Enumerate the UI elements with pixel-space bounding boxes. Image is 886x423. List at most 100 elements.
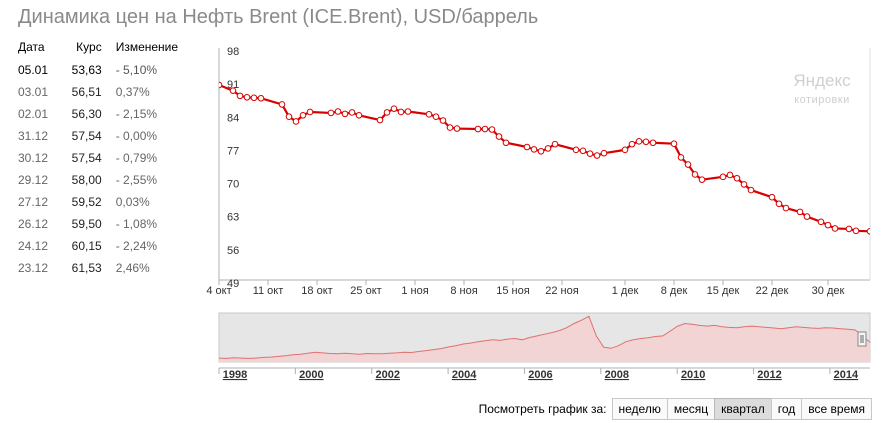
- data-point: [768, 193, 776, 201]
- row-date: 05.01: [18, 63, 49, 77]
- row-date: 02.01: [18, 107, 49, 121]
- data-point: [404, 108, 412, 115]
- x-tick-label: 15 дек: [707, 285, 740, 297]
- data-point: [236, 92, 244, 100]
- data-point: [600, 149, 608, 157]
- navigator-year-label: 2014: [834, 369, 859, 381]
- table-row: 03.01 56,51 0,37%: [18, 81, 198, 103]
- data-point: [432, 113, 440, 121]
- y-tick-label: 77: [227, 145, 239, 157]
- row-rate: 58,00: [71, 173, 102, 187]
- data-point: [439, 117, 447, 124]
- row-change: - 2,55%: [115, 173, 158, 187]
- row-change: 2,46%: [115, 261, 150, 275]
- data-point: [376, 116, 384, 124]
- data-point: [219, 81, 223, 89]
- header-rate: Курс: [76, 40, 102, 54]
- row-change: - 0,00%: [115, 129, 158, 143]
- row-rate: 53,63: [71, 63, 102, 77]
- row-date: 27.12: [18, 195, 49, 209]
- data-point: [628, 140, 636, 148]
- data-point: [796, 208, 804, 216]
- row-rate: 56,30: [71, 107, 102, 121]
- x-tick-label: 1 дек: [612, 285, 639, 297]
- period-button-0[interactable]: неделю: [611, 398, 668, 420]
- data-point: [278, 101, 286, 108]
- x-tick-label: 8 дек: [661, 285, 688, 297]
- row-change: 0,03%: [115, 195, 150, 209]
- data-point: [586, 150, 594, 157]
- x-tick-label: 30 дек: [812, 285, 845, 297]
- row-change: - 1,08%: [115, 217, 158, 231]
- data-point: [481, 125, 489, 133]
- data-point: [250, 94, 258, 102]
- data-point: [733, 174, 741, 182]
- row-change: - 2,15%: [115, 107, 158, 121]
- navigator-area: [219, 316, 870, 362]
- table-row: 26.12 59,50 - 1,08%: [18, 213, 198, 235]
- data-point: [691, 171, 699, 178]
- table-row: 23.12 61,53 2,46%: [18, 257, 198, 279]
- y-tick-label: 56: [227, 245, 239, 257]
- data-point: [257, 94, 265, 102]
- row-date: 30.12: [18, 151, 49, 165]
- y-tick-label: 98: [227, 46, 239, 58]
- row-rate: 59,52: [71, 195, 102, 209]
- data-point: [327, 109, 335, 117]
- data-point: [852, 227, 860, 235]
- data-point: [831, 225, 839, 232]
- navigator-chart[interactable]: 1998 2000 2002 2004 2006 2008 2010 2012 2014: [0, 0, 886, 395]
- y-tick-label: 49: [227, 278, 239, 290]
- data-point: [355, 111, 363, 119]
- data-point: [803, 213, 811, 220]
- data-point: [621, 146, 629, 154]
- logo-brand: Яндекс: [793, 71, 851, 90]
- period-button-1[interactable]: месяц: [666, 398, 716, 420]
- data-point: [642, 138, 650, 146]
- table-row: 31.12 57,54 - 0,00%: [18, 125, 198, 147]
- data-point: [698, 176, 706, 183]
- table-row: 02.01 56,30 - 2,15%: [18, 103, 198, 125]
- row-change: - 5,10%: [115, 63, 158, 77]
- x-tick-label: 18 окт: [301, 285, 332, 297]
- row-change: - 2,24%: [115, 239, 158, 253]
- price-chart[interactable]: 98 91 84 77 70 63 56 494 окт 11 окт 18 окт 25 окт 1…: [0, 0, 886, 300]
- data-point: [334, 108, 342, 115]
- row-rate: 57,54: [71, 151, 102, 165]
- table-row: 24.12 60,15 - 2,24%: [18, 235, 198, 257]
- data-point: [593, 152, 601, 159]
- x-tick-label: 1 ноя: [401, 285, 428, 297]
- x-tick-label: 22 дек: [756, 285, 789, 297]
- data-point: [782, 204, 790, 212]
- navigator-year-label: 2000: [299, 369, 323, 381]
- period-button-3[interactable]: год: [770, 398, 803, 420]
- data-point: [537, 147, 545, 155]
- data-point: [453, 125, 461, 132]
- period-selector: Посмотреть график за: неделю месяц квартал…: [479, 398, 872, 420]
- x-tick-label: 22 ноя: [545, 285, 578, 297]
- header-change: Изменение: [115, 40, 179, 54]
- data-point: [488, 126, 496, 133]
- data-point: [719, 173, 727, 181]
- row-rate: 59,50: [71, 217, 102, 231]
- x-tick-label: 4 окт: [206, 285, 231, 297]
- row-change: - 0,79%: [115, 151, 158, 165]
- row-date: 31.12: [18, 129, 49, 143]
- logo-sub: котировки: [794, 94, 850, 106]
- x-tick-label: 15 ноя: [496, 285, 529, 297]
- period-button-4[interactable]: все время: [801, 398, 872, 420]
- table-row: 05.01 53,63 - 5,10%: [18, 59, 198, 81]
- row-rate: 57,54: [71, 129, 102, 143]
- data-point: [306, 108, 314, 116]
- table-row: 29.12 58,00 - 2,55%: [18, 169, 198, 191]
- data-point: [495, 133, 503, 140]
- data-point: [670, 140, 678, 147]
- page-title: Динамика цен на Нефть Brent (ICE.Brent),…: [18, 6, 539, 28]
- navigator-year-label: 2006: [528, 369, 552, 381]
- data-point: [299, 111, 307, 119]
- row-date: 23.12: [18, 261, 49, 275]
- data-point: [684, 161, 692, 168]
- navigator-year-label: 2002: [375, 369, 399, 381]
- period-button-2[interactable]: квартал: [714, 398, 772, 420]
- data-point: [649, 139, 657, 147]
